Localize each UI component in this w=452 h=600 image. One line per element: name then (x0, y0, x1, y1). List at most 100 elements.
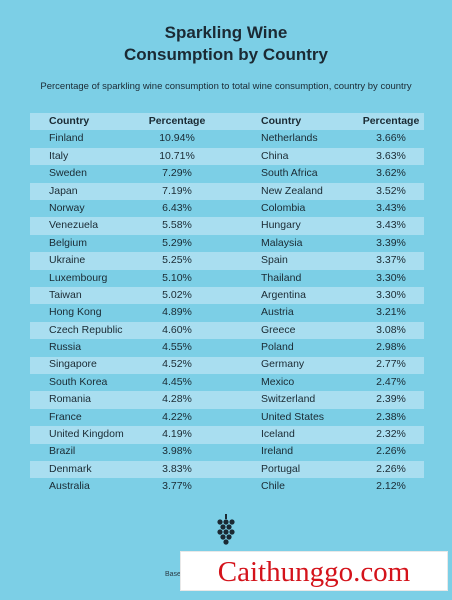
table-row: China 3.63% (261, 148, 441, 165)
country-percentage: 4.89% (162, 306, 192, 319)
country-percentage: 5.10% (162, 271, 192, 284)
country-name: Sweden (49, 167, 87, 180)
country-name: Finland (49, 132, 84, 145)
country-name: Australia (49, 480, 90, 493)
table-row: Colombia 3.43% (261, 200, 441, 217)
country-percentage: 4.28% (162, 393, 192, 406)
table-row: Japan 7.19% (49, 183, 229, 200)
country-percentage: 4.52% (162, 358, 192, 371)
table-row: Switzerland 2.39% (261, 391, 441, 408)
country-percentage: 4.45% (162, 375, 192, 388)
table-row: Finland 10.94% (49, 130, 229, 147)
country-name: Greece (261, 323, 296, 336)
table-row: Chile 2.12% (261, 478, 441, 495)
country-percentage: 4.60% (162, 323, 192, 336)
table-row: Italy 10.71% (49, 148, 229, 165)
header-country: Country (49, 115, 90, 127)
country-name: Luxembourg (49, 271, 108, 284)
country-percentage: 10.94% (159, 132, 195, 145)
country-name: Colombia (261, 201, 306, 214)
table-row: Taiwan 5.02% (49, 287, 229, 304)
table-row: Hungary 3.43% (261, 217, 441, 234)
country-percentage: 7.19% (162, 184, 192, 197)
table-row: Hong Kong 4.89% (49, 304, 229, 321)
country-percentage: 3.39% (376, 236, 406, 249)
country-percentage: 2.77% (376, 358, 406, 371)
country-percentage: 3.77% (162, 480, 192, 493)
country-name: Germany (261, 358, 305, 371)
country-name: Ireland (261, 445, 294, 458)
country-name: Argentina (261, 288, 306, 301)
table-row: Russia 4.55% (49, 339, 229, 356)
country-name: Brazil (49, 445, 76, 458)
table-row: Venezuela 5.58% (49, 217, 229, 234)
grape-cluster-icon (216, 514, 236, 546)
country-name: Netherlands (261, 132, 318, 145)
country-name: Belgium (49, 236, 87, 249)
country-percentage: 2.98% (376, 341, 406, 354)
country-percentage: 3.08% (376, 323, 406, 336)
table-row: France 4.22% (49, 409, 229, 426)
table-row: Thailand 3.30% (261, 270, 441, 287)
subtitle: Percentage of sparkling wine consumption… (40, 81, 412, 92)
country-percentage: 6.43% (162, 201, 192, 214)
table-header-right: Country Percentage (261, 113, 441, 130)
country-name: Malaysia (261, 236, 303, 249)
country-percentage: 4.55% (162, 341, 192, 354)
country-name: New Zealand (261, 184, 323, 197)
table-row: Norway 6.43% (49, 200, 229, 217)
table-row: Singapore 4.52% (49, 356, 229, 373)
country-percentage: 3.43% (376, 201, 406, 214)
table-row: Portugal 2.26% (261, 461, 441, 478)
table-row: Netherlands 3.66% (261, 130, 441, 147)
page-title: Sparkling Wine Consumption by Country (0, 22, 452, 66)
country-percentage: 3.66% (376, 132, 406, 145)
consumption-table: Country Percentage Finland 10.94% Italy 10.… (30, 113, 424, 498)
title-line-1: Sparkling Wine (164, 23, 288, 42)
table-row: Australia 3.77% (49, 478, 229, 495)
table-stripe (30, 426, 424, 444)
table-stripe (30, 147, 424, 166)
table-row: Sweden 7.29% (49, 165, 229, 182)
table-row: Czech Republic 4.60% (49, 322, 229, 339)
country-name: United Kingdom (49, 428, 124, 441)
country-percentage: 2.47% (376, 375, 406, 388)
table-row: Ireland 2.26% (261, 443, 441, 460)
country-percentage: 3.30% (376, 271, 406, 284)
country-name: Denmark (49, 462, 92, 475)
table-header-left: Country Percentage (49, 113, 229, 130)
country-name: Czech Republic (49, 323, 123, 336)
country-percentage: 3.98% (162, 445, 192, 458)
country-percentage: 3.83% (162, 462, 192, 475)
table-stripe (30, 321, 424, 340)
country-percentage: 2.26% (376, 445, 406, 458)
table-row: Spain 3.37% (261, 252, 441, 269)
country-percentage: 5.02% (162, 288, 192, 301)
table-row: Brazil 3.98% (49, 443, 229, 460)
table-row: Germany 2.77% (261, 356, 441, 373)
country-name: Romania (49, 393, 92, 406)
country-name: Hong Kong (49, 306, 102, 319)
table-stripe (30, 287, 424, 305)
table-stripe (30, 113, 424, 131)
country-percentage: 3.52% (376, 184, 406, 197)
country-name: Russia (49, 341, 82, 354)
table-row: Luxembourg 5.10% (49, 270, 229, 287)
table-row: United States 2.38% (261, 409, 441, 426)
header-percentage: Percentage (362, 115, 420, 127)
country-percentage: 3.30% (376, 288, 406, 301)
table-row: Poland 2.98% (261, 339, 441, 356)
country-percentage: 3.43% (376, 219, 406, 232)
table-column-right: Country Percentage Netherlands 3.66% China… (261, 113, 441, 496)
country-percentage: 5.29% (162, 236, 192, 249)
country-percentage: 2.38% (376, 410, 406, 423)
table-row: Austria 3.21% (261, 304, 441, 321)
country-name: Mexico (261, 375, 295, 388)
country-percentage: 10.71% (159, 149, 195, 162)
country-name: Portugal (261, 462, 301, 475)
source-note: Base (165, 571, 181, 578)
table-stripe (30, 461, 424, 479)
country-name: Norway (49, 201, 85, 214)
country-name: Ukraine (49, 254, 86, 267)
